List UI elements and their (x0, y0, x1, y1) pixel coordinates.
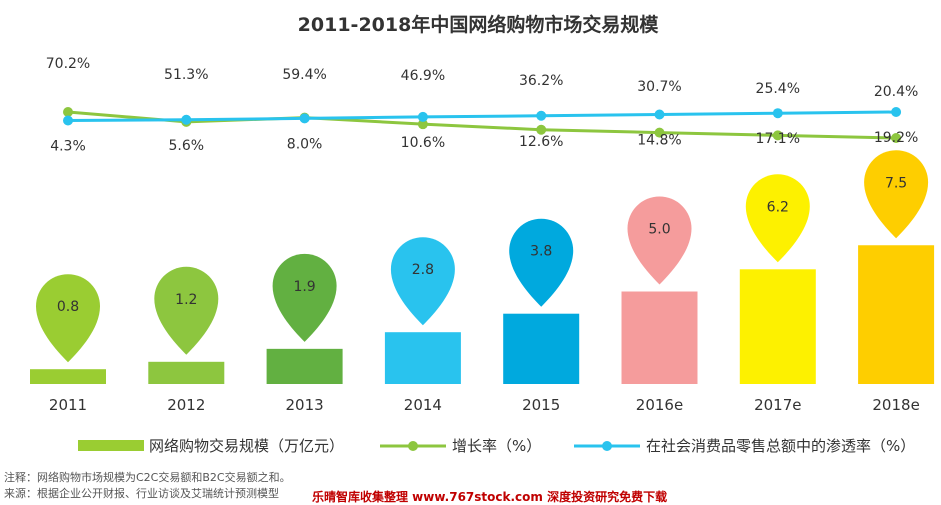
penetration-rate-point (299, 113, 310, 124)
growth-rate-label: 51.3% (164, 67, 208, 83)
footnote-source: 来源：根据企业公开财报、行业访谈及艾瑞统计预测模型 (4, 487, 279, 500)
chart-title: 2011-2018年中国网络购物市场交易规模 (298, 13, 660, 36)
bar (739, 269, 816, 384)
bar-value-label: 1.2 (175, 292, 197, 308)
growth-rate-point (536, 124, 547, 135)
bar-value-label: 0.8 (57, 299, 79, 315)
category-label: 2017e (754, 396, 801, 414)
growth-rate-label: 70.2% (46, 56, 90, 72)
footnote-note: 注释：网络购物市场规模为C2C交易额和B2C交易额之和。 (4, 471, 291, 484)
growth-rate-label: 46.9% (401, 68, 445, 84)
penetration-rate-label: 12.6% (519, 134, 563, 150)
legend-label-growth: 增长率（%） (452, 437, 541, 455)
growth-rate-label: 59.4% (282, 67, 326, 83)
legend-label-bar: 网络购物交易规模（万亿元） (149, 437, 344, 455)
bar-value-label: 7.5 (885, 175, 907, 191)
growth-rate-label: 36.2% (519, 73, 563, 89)
bar-value-label: 3.8 (530, 244, 552, 260)
bar-value-marker (36, 274, 100, 363)
bar (30, 369, 106, 384)
legend-swatch-bar (78, 440, 144, 451)
penetration-rate-label: 17.1% (756, 131, 800, 147)
legend-swatch-penetration-dot (602, 441, 612, 451)
category-label: 2018e (872, 396, 919, 414)
penetration-rate-point (772, 108, 783, 119)
bar-value-marker (154, 266, 219, 355)
category-label: 2012 (167, 396, 205, 414)
penetration-rate-point (891, 107, 902, 117)
growth-rate-point (891, 133, 902, 143)
penetration-rate-line (67, 110, 897, 122)
penetration-rate-point (654, 109, 665, 120)
penetration-rate-label: 8.0% (287, 136, 323, 152)
penetration-rate-label: 5.6% (169, 138, 205, 154)
penetration-rate-label: 14.8% (637, 133, 681, 149)
watermark: 乐晴智库收集整理 www.767stock.com 深度投资研究免费下载 (312, 490, 668, 504)
category-label: 2011 (49, 396, 87, 414)
growth-rate-point (63, 107, 73, 117)
penetration-rate-label: 10.6% (401, 135, 445, 151)
growth-rate-label: 25.4% (756, 81, 800, 97)
bar-value-marker (745, 174, 810, 263)
bar (621, 291, 698, 384)
bar (384, 332, 461, 384)
bar-value-label: 6.2 (767, 199, 789, 215)
bar (148, 361, 225, 384)
penetration-rate-point (181, 114, 192, 125)
penetration-rate-point (536, 110, 547, 121)
penetration-rate-label: 4.3% (50, 139, 86, 155)
growth-rate-point (654, 127, 665, 138)
bar (503, 313, 580, 384)
growth-rate-label: 30.7% (637, 79, 681, 95)
legend-label-penetration: 在社会消费品零售总额中的渗透率（%） (646, 437, 915, 455)
category-label: 2015 (522, 396, 560, 414)
growth-rate-point (417, 119, 428, 130)
category-label: 2014 (404, 396, 442, 414)
legend: 网络购物交易规模（万亿元） 增长率（%） 在社会消费品零售总额中的渗透率（%） (78, 437, 915, 455)
bar-value-marker (390, 237, 455, 326)
growth-rate-line (67, 110, 897, 140)
bar (266, 348, 343, 384)
lines-layer: 70.2% 51.3% 59.4% 46.9% 36.2% 30.7% 25.4% 20.4%… (46, 56, 919, 155)
legend-swatch-growth-dot (408, 441, 418, 451)
bar-value-label: 1.9 (293, 279, 315, 295)
category-label: 2013 (286, 396, 324, 414)
penetration-rate-point (63, 115, 73, 126)
bars-layer: 0.8 1.2 1.9 2.8 3.8 5.0 6.2 7.5 (30, 150, 935, 384)
bar (858, 245, 935, 384)
bar-value-label: 5.0 (648, 222, 670, 238)
bar-value-marker (627, 196, 692, 285)
category-label: 2016e (636, 396, 683, 414)
bar-value-marker (864, 150, 929, 239)
penetration-rate-point (417, 111, 428, 122)
growth-rate-label: 20.4% (874, 84, 918, 100)
bar-value-marker (509, 218, 574, 307)
bar-value-label: 2.8 (412, 262, 434, 278)
category-labels: 2011 2012 2013 2014 2015 2016e 2017e 2018e (49, 396, 920, 414)
bar-value-marker (272, 253, 337, 342)
growth-rate-point (772, 130, 783, 141)
penetration-rate-label: 19.2% (874, 130, 918, 146)
